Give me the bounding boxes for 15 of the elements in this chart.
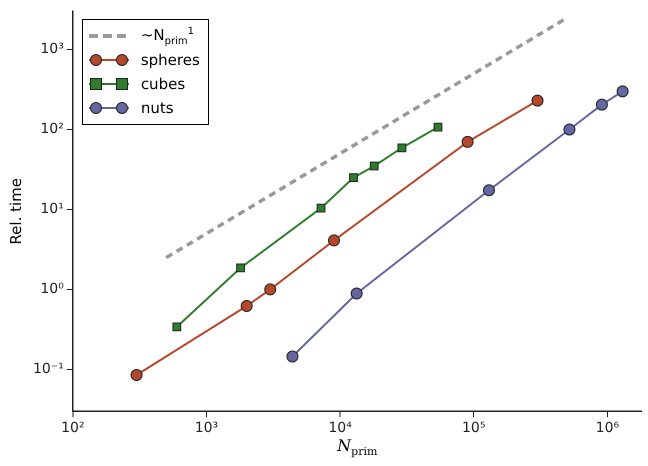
y-tick-label: 10⁻¹	[32, 361, 64, 378]
y-tick-label: 10¹	[40, 201, 64, 218]
legend-label: spheres	[140, 51, 200, 70]
x-tick-label: 10⁴	[328, 420, 352, 436]
x-tick-label: 10³	[194, 420, 218, 436]
y-axis-title: Rel. time	[6, 178, 25, 245]
x-tick-label: 10²	[61, 420, 85, 436]
y-tick-label: 10⁰	[40, 281, 64, 298]
legend-label: cubes	[140, 75, 186, 94]
x-axis-title: N$_{prim}$	[337, 436, 378, 458]
y-tick-label: 10²	[40, 121, 64, 138]
legend-label: nuts	[140, 99, 174, 118]
x-tick-label: 10⁵	[462, 420, 486, 436]
x-tick-label: 10⁶	[596, 420, 620, 436]
y-tick-label: 10³	[40, 41, 64, 58]
